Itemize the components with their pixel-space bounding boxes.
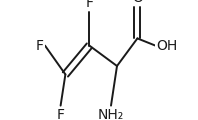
Text: O: O [132,0,143,5]
Text: F: F [57,108,65,120]
Text: OH: OH [157,39,178,53]
Text: F: F [85,0,93,10]
Text: NH₂: NH₂ [98,108,124,120]
Text: F: F [36,39,44,53]
